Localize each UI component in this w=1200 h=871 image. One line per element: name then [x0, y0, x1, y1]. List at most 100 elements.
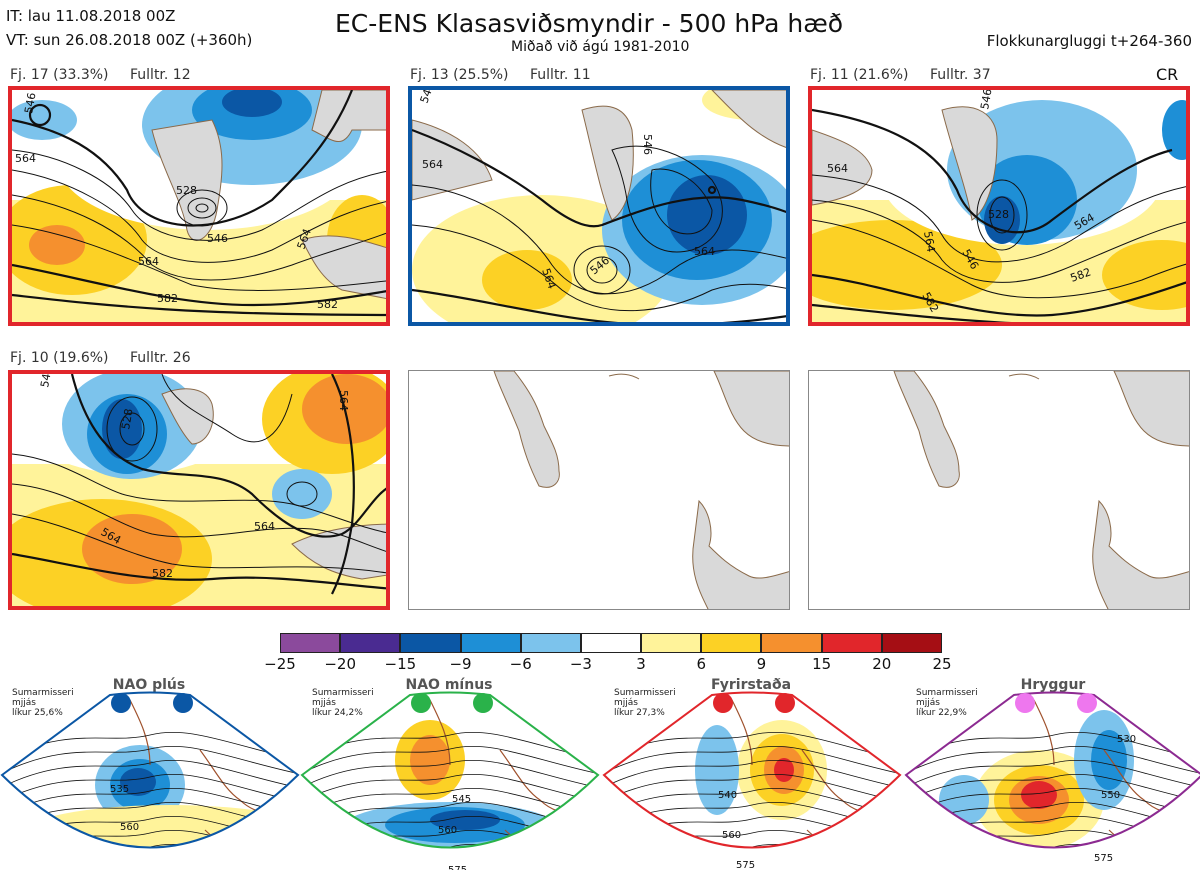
cluster-map-panel: 546 564 528 546 564 564 582 582	[808, 86, 1190, 326]
regime-frame	[0, 691, 300, 849]
colorbar-swatch	[881, 633, 942, 653]
colorbar-swatch	[701, 633, 762, 653]
classification-window: Flokkunargluggi t+264-360	[986, 32, 1192, 50]
colorbar-tick-label: 6	[696, 655, 707, 673]
height-contour	[906, 745, 1200, 775]
page-subtitle: Miðað við ágú 1981-2010	[511, 39, 690, 55]
contour-label: 546	[22, 92, 38, 115]
height-contour	[2, 801, 298, 831]
regime-frame	[602, 691, 902, 849]
contour-label: 546	[418, 90, 437, 105]
colorbar-tick-label: −9	[449, 655, 472, 673]
height-contour	[906, 787, 1200, 817]
contour-label: 564	[921, 230, 937, 253]
contour-label: 528	[119, 408, 135, 431]
cluster-map: 546 564 546 564 564 582 546	[412, 90, 786, 322]
contour-label: 546	[38, 374, 54, 389]
land-mass	[291, 523, 386, 580]
regime-frame	[300, 691, 600, 849]
panel-2-label: Fj. 13 (25.5%)	[410, 67, 509, 83]
contour-label: 575	[1094, 853, 1113, 864]
base-map	[493, 371, 789, 609]
land-mass	[412, 119, 493, 201]
negative-anomaly-area	[1162, 100, 1186, 160]
colorbar-swatch	[761, 633, 822, 653]
regime-map: 540 560 575	[602, 691, 902, 870]
anomaly-area	[1091, 730, 1127, 790]
height-contour	[2, 759, 298, 789]
land-mass	[692, 499, 789, 609]
anomaly-area	[695, 725, 739, 815]
positive-anomaly-area	[482, 250, 572, 310]
contour-label: 545	[452, 794, 471, 805]
height-contour	[906, 773, 1200, 803]
base-map	[893, 371, 1189, 609]
contour-label: 528	[176, 184, 197, 197]
colorbar-ticks: −25 −20 −15 −9 −6 −3 3 6 9 15 20 25	[264, 655, 951, 674]
regime-map: 530 550 575	[904, 691, 1200, 870]
contour-label: 530	[1117, 734, 1136, 745]
colorbar-swatch	[400, 633, 461, 653]
colorbar-tick-label: 25	[932, 655, 952, 673]
land-mass	[812, 129, 873, 206]
negative-anomaly-area	[102, 399, 142, 459]
regime-probability-note: Sumarmisseri mjjás líkur 22,9%	[916, 688, 978, 718]
height-contour	[2, 773, 298, 803]
height-contour	[604, 759, 900, 789]
colorbar-tick-label: −15	[384, 655, 417, 673]
empty-map-panel	[808, 370, 1190, 610]
height-contour	[604, 787, 900, 817]
colorbar-swatch	[641, 633, 702, 653]
height-contour	[604, 773, 900, 803]
panel-3-fulltr: Fulltr. 37	[930, 67, 991, 83]
anomaly-area	[1021, 781, 1057, 809]
contour-label: 528	[988, 208, 1009, 221]
contour-label: 575	[448, 865, 467, 870]
colorbar-swatch	[520, 633, 581, 653]
height-contour	[904, 858, 1200, 870]
height-contour	[302, 801, 598, 831]
height-contour	[906, 801, 1200, 831]
regime-title: Hryggur	[1020, 677, 1086, 693]
height-contour	[2, 731, 298, 761]
contour-label: 582	[157, 292, 178, 305]
panel-1-fulltr: Fulltr. 12	[130, 67, 191, 83]
colorbar	[280, 633, 942, 653]
regime-marker-dot	[111, 693, 131, 713]
positive-anomaly-area	[82, 514, 182, 584]
regime-marker-dot	[1077, 693, 1097, 713]
height-contour	[604, 801, 900, 831]
colorbar-swatch	[280, 633, 341, 653]
valid-time: VT: sun 26.08.2018 00Z (+360h)	[6, 31, 253, 49]
height-contour	[0, 858, 300, 870]
panel-1-label: Fj. 17 (33.3%)	[10, 67, 109, 83]
contour-label: 582	[317, 298, 338, 311]
cluster-map-panel: 546 564 528 546 564 582 582 564	[8, 86, 390, 326]
panel-4-label: Fj. 10 (19.6%)	[10, 350, 109, 366]
regime-marker-dot	[173, 693, 193, 713]
colorbar-swatch	[580, 633, 642, 653]
anomaly-area	[120, 768, 156, 796]
land-mass	[711, 90, 786, 148]
empty-map-panel	[408, 370, 790, 610]
contour-label: 564	[138, 255, 159, 268]
contour-label: 535	[110, 784, 129, 795]
height-contour	[906, 731, 1200, 761]
colorbar-tick-label: 15	[812, 655, 832, 673]
contour-label: 546	[641, 134, 654, 155]
regime-probability-note: Sumarmisseri mjjás líkur 24,2%	[312, 688, 374, 718]
regime-marker-dot	[411, 693, 431, 713]
greenland-land	[151, 119, 223, 241]
regime-title: NAO plús	[112, 677, 186, 693]
colorbar-tick-label: 9	[756, 655, 767, 673]
contour-label: 564	[827, 162, 848, 175]
regime-frame	[904, 691, 1200, 849]
regime-marker-dot	[775, 693, 795, 713]
regime-map: 545 560 575	[300, 691, 600, 870]
regime-title: NAO mínus	[405, 677, 493, 693]
height-contour	[906, 759, 1200, 789]
negative-anomaly-area	[12, 100, 77, 140]
height-contour	[604, 731, 900, 761]
positive-anomaly-area	[812, 220, 1002, 310]
greenland-land	[893, 371, 960, 488]
